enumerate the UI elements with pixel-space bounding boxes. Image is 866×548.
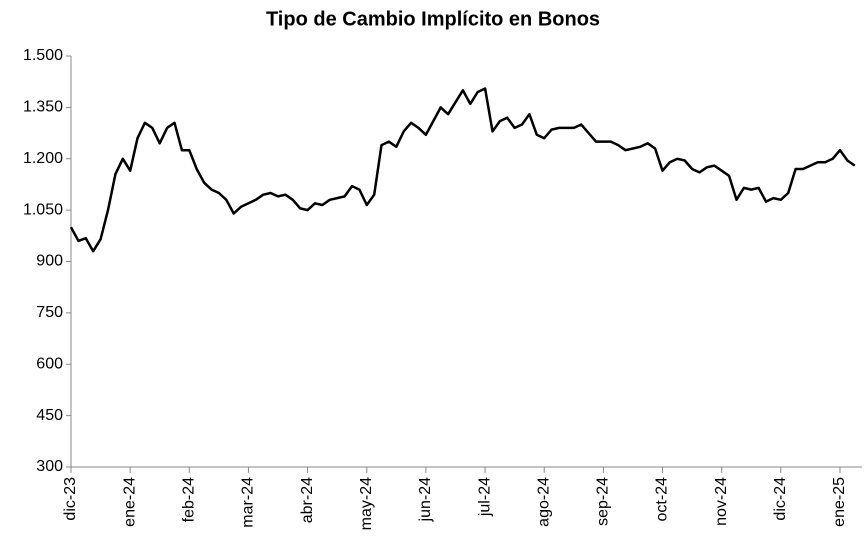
y-tick-label: 300: [36, 458, 63, 475]
x-tick-label: ago-24: [535, 477, 552, 527]
y-tick-label: 1.350: [23, 99, 63, 116]
y-tick-label: 450: [36, 407, 63, 424]
y-tick-label: 1.050: [23, 201, 63, 218]
x-tick-label: ene-24: [121, 477, 138, 527]
x-tick-label: jul-24: [476, 477, 493, 517]
x-tick-label: dic-24: [772, 477, 789, 521]
x-tick-label: abr-24: [299, 477, 316, 523]
y-tick-label: 1.500: [23, 47, 63, 64]
x-tick-label: sep-24: [595, 477, 612, 526]
x-tick-label: mar-24: [240, 477, 257, 528]
x-tick-label: oct-24: [654, 477, 671, 522]
y-tick-label: 1.200: [23, 150, 63, 167]
x-tick-label: ene-25: [831, 477, 848, 527]
y-tick-label: 750: [36, 304, 63, 321]
chart-title: Tipo de Cambio Implícito en Bonos: [266, 8, 600, 30]
x-tick-label: may-24: [358, 477, 375, 530]
data-line: [69, 87, 856, 253]
y-tick-label: 900: [36, 253, 63, 270]
x-tick-label: jun-24: [417, 477, 434, 523]
x-tick-label: feb-24: [181, 477, 198, 522]
x-tick-label: dic-23: [62, 477, 79, 521]
x-tick-label: nov-24: [713, 477, 730, 526]
y-tick-label: 600: [36, 355, 63, 372]
